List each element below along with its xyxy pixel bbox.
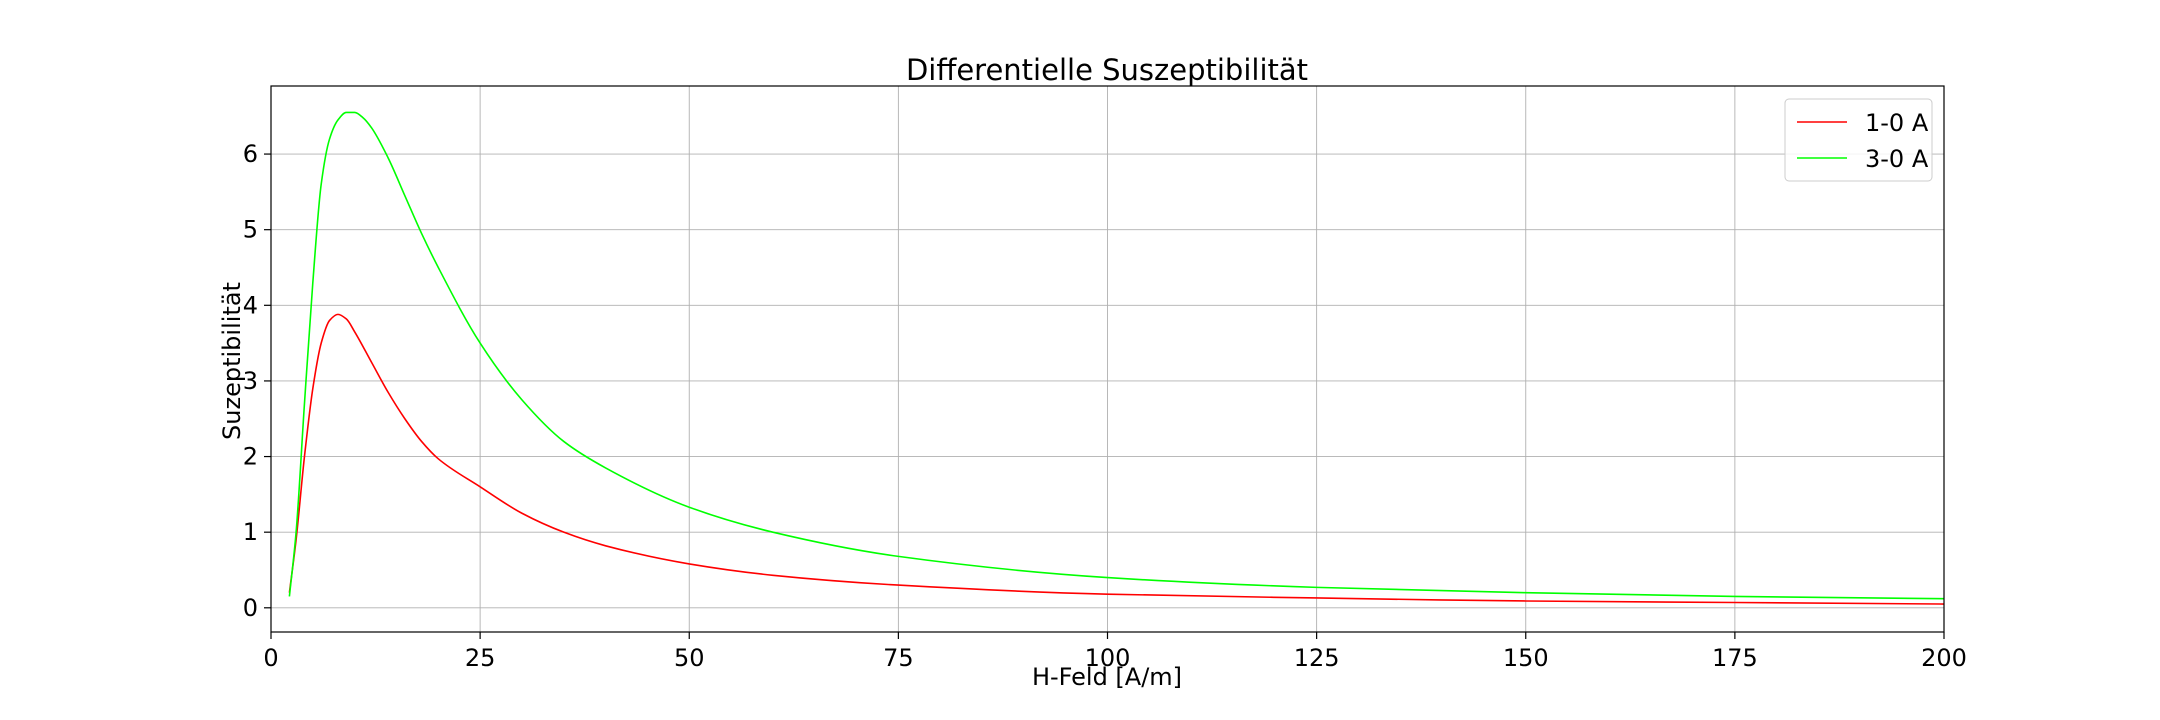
- x-tick-label: 75: [883, 644, 914, 672]
- y-tick-label: 0: [243, 594, 258, 622]
- chart-title: Differentielle Suszeptibilität: [906, 53, 1308, 87]
- x-tick-label: 150: [1503, 644, 1549, 672]
- x-tick-label: 125: [1294, 644, 1340, 672]
- x-tick-label: 50: [674, 644, 705, 672]
- x-axis-ticks: 0 25 50 75 100 125 150 175 200: [263, 632, 1967, 672]
- y-axis-ticks: 0 1 2 3 4 5 6: [243, 140, 271, 622]
- y-tick-label: 4: [243, 291, 258, 319]
- y-tick-label: 2: [243, 443, 258, 471]
- x-tick-label: 200: [1921, 644, 1967, 672]
- x-tick-label: 0: [263, 644, 278, 672]
- y-tick-label: 6: [243, 140, 258, 168]
- x-tick-label: 175: [1712, 644, 1758, 672]
- legend-label: 1-0 A: [1865, 109, 1929, 137]
- legend-box: [1784, 98, 1933, 182]
- series-layer: [288, 111, 1945, 605]
- x-tick-label: 25: [465, 644, 496, 672]
- y-tick-label: 1: [243, 518, 258, 546]
- y-axis-label: Suzeptibilität: [218, 282, 246, 440]
- legend-label: 3-0 A: [1865, 145, 1929, 173]
- series-line-1: [288, 111, 1945, 600]
- x-tick-label: 100: [1085, 644, 1131, 672]
- legend: 1-0 A 3-0 A: [1784, 98, 1933, 182]
- y-tick-label: 3: [243, 367, 258, 395]
- x-axis-label: H-Feld [A/m]: [1032, 663, 1182, 691]
- grid-lines: [270, 86, 1945, 632]
- series-line-0: [288, 313, 1945, 605]
- y-tick-label: 5: [243, 216, 258, 244]
